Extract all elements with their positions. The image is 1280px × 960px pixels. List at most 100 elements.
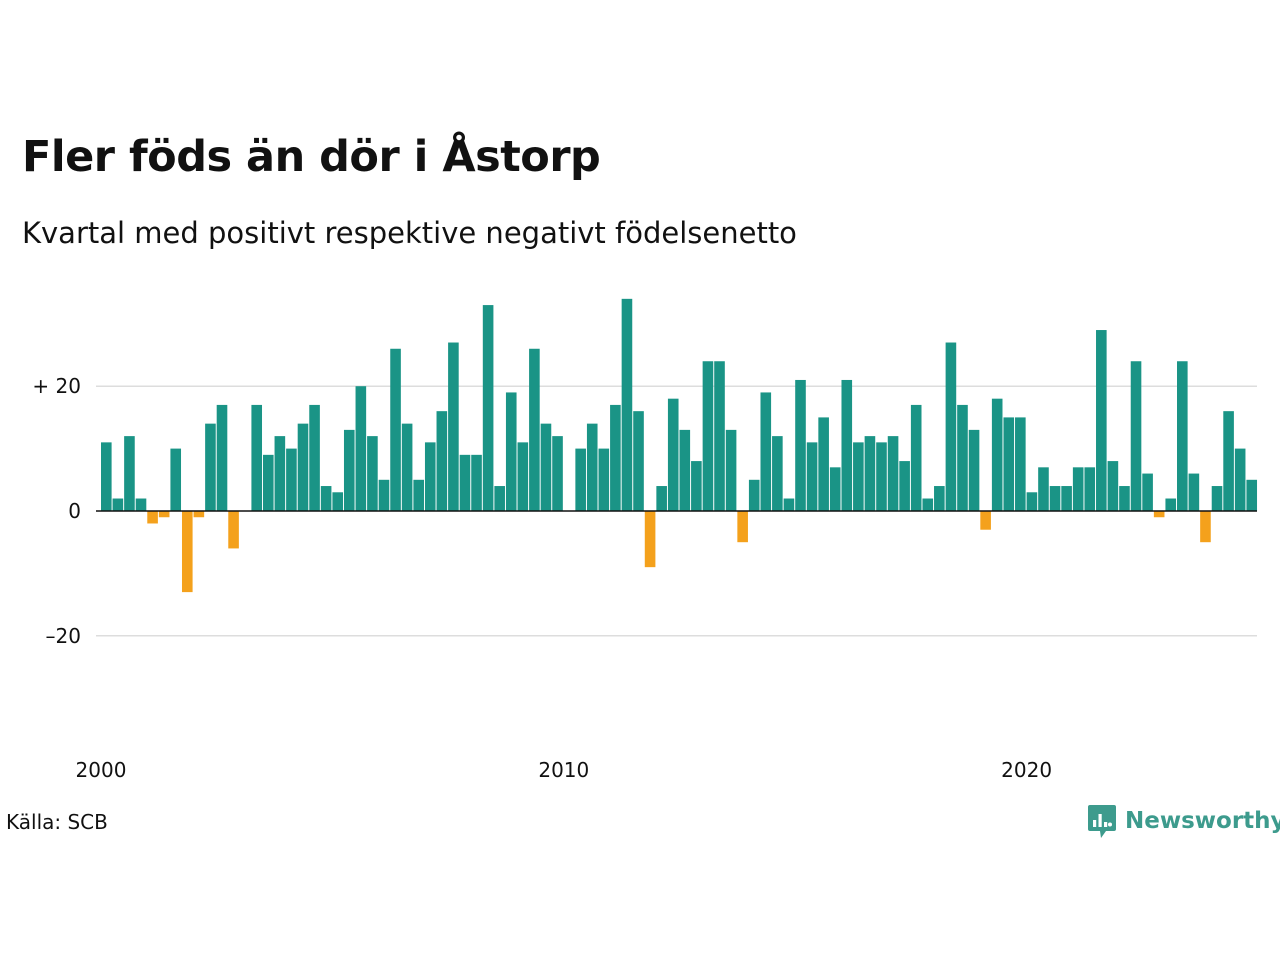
bar-positive — [841, 379, 853, 511]
bar-positive — [274, 436, 286, 511]
bar-positive — [1061, 486, 1072, 511]
newsworthy-logo[interactable]: Newsworthy — [1087, 803, 1280, 839]
bar-positive — [621, 298, 633, 511]
bar-positive — [598, 448, 610, 511]
bar-positive — [448, 342, 459, 511]
bar-negative — [737, 511, 748, 543]
bar-positive — [575, 448, 586, 511]
bar-positive — [494, 486, 505, 511]
bar-positive — [853, 442, 864, 511]
bar-positive — [818, 417, 829, 511]
bar-positive — [390, 348, 401, 511]
bar-positive — [772, 436, 783, 511]
bar-positive — [135, 498, 147, 511]
bar-positive — [702, 361, 714, 511]
bar-positive — [991, 398, 1003, 511]
bar-positive — [633, 411, 644, 511]
bar-positive — [471, 454, 482, 511]
bar-positive — [783, 498, 795, 511]
y-tick-label: + 20 — [32, 374, 81, 398]
bar-positive — [482, 305, 494, 511]
bar-positive — [667, 398, 679, 511]
x-tick-label: 2020 — [1001, 758, 1052, 782]
bar-positive — [586, 423, 598, 511]
bar-positive — [355, 386, 367, 511]
bar-positive — [529, 348, 540, 511]
x-tick-label: 2000 — [76, 758, 127, 782]
y-tick-label: 0 — [68, 499, 81, 523]
brand-name: Newsworthy — [1125, 808, 1280, 834]
chart-subtitle: Kvartal med positivt respektive negativt… — [22, 216, 797, 250]
bar-positive — [910, 404, 922, 511]
bar-positive — [887, 436, 899, 511]
bar-negative — [193, 511, 205, 518]
chart-title: Fler föds än dör i Åstorp — [22, 132, 601, 182]
bar-positive — [691, 461, 702, 511]
y-tick-label: –20 — [46, 624, 81, 648]
bar-positive — [829, 467, 841, 511]
bar-positive — [1084, 467, 1096, 511]
bar-positive — [332, 492, 343, 511]
bar-positive — [1165, 498, 1177, 511]
bar-negative — [644, 511, 656, 568]
bar-positive — [1234, 448, 1246, 511]
bar-negative — [980, 511, 991, 530]
bar-positive — [957, 404, 968, 511]
bar-positive — [1107, 461, 1119, 511]
bar-positive — [725, 429, 737, 511]
bar-positive — [1072, 467, 1084, 511]
bar-positive — [679, 429, 691, 511]
bar-positive — [459, 454, 471, 511]
bar-positive — [517, 442, 529, 511]
bar-positive — [401, 423, 413, 511]
newsworthy-logo-icon — [1088, 805, 1116, 838]
bar-negative — [158, 511, 170, 518]
bar-positive — [251, 404, 263, 511]
bar-negative — [181, 511, 193, 593]
bar-positive — [262, 454, 274, 511]
bar-positive — [899, 461, 910, 511]
bar-positive — [1026, 492, 1038, 511]
bar-negative — [1200, 511, 1211, 543]
bar-positive — [413, 479, 424, 511]
bar-positive — [714, 361, 725, 511]
bar-positive — [748, 479, 760, 511]
bar-positive — [945, 342, 957, 511]
bar-positive — [1096, 330, 1107, 511]
bar-chart: + 20 0 –20 2000 2010 2020 — [32, 298, 1258, 782]
bar-positive — [1049, 486, 1061, 511]
bar-positive — [922, 498, 934, 511]
bar-positive — [101, 442, 112, 511]
bar-positive — [540, 423, 552, 511]
bar-positive — [968, 429, 980, 511]
bar-positive — [934, 486, 945, 511]
bar-positive — [436, 411, 448, 511]
bar-positive — [216, 404, 228, 511]
bars — [101, 298, 1258, 593]
bar-positive — [1246, 479, 1258, 511]
bar-positive — [1003, 417, 1015, 511]
bar-positive — [1177, 361, 1188, 511]
bar-positive — [286, 448, 297, 511]
bar-positive — [1142, 473, 1153, 511]
bar-positive — [1015, 417, 1026, 511]
bar-positive — [309, 404, 320, 511]
bar-positive — [124, 436, 135, 511]
bar-negative — [147, 511, 158, 524]
bar-positive — [320, 486, 332, 511]
bar-positive — [552, 436, 563, 511]
gridlines — [96, 385, 1257, 637]
bar-positive — [170, 448, 182, 511]
bar-positive — [1211, 486, 1223, 511]
bar-positive — [656, 486, 667, 511]
bar-positive — [1119, 486, 1130, 511]
bar-positive — [112, 498, 124, 511]
bar-positive — [505, 392, 517, 511]
bar-positive — [760, 392, 772, 511]
bar-positive — [205, 423, 216, 511]
bar-positive — [864, 436, 876, 511]
bar-positive — [343, 429, 355, 511]
bar-positive — [1223, 411, 1234, 511]
bar-positive — [378, 479, 390, 511]
bar-positive — [610, 404, 621, 511]
